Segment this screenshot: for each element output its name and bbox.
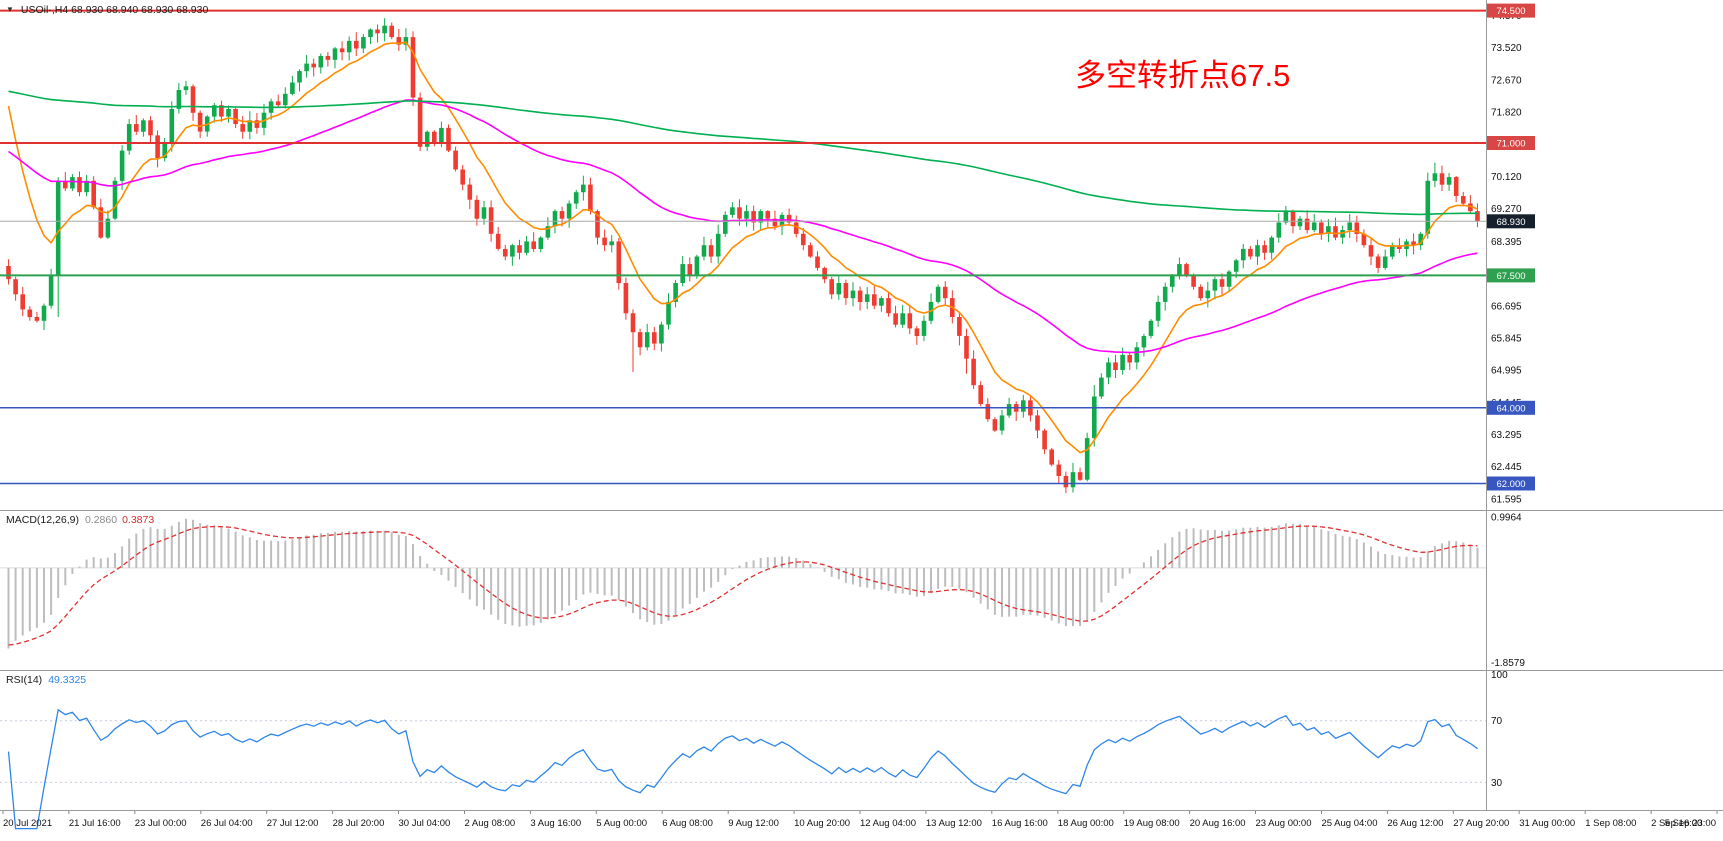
- price-badge-label: 68.930: [1496, 217, 1525, 228]
- price-axis-label: 64.995: [1491, 366, 1522, 377]
- price-badge: [1487, 214, 1535, 229]
- price-badge-label: 74.500: [1496, 6, 1525, 17]
- macd-signal-line: [8, 525, 1478, 646]
- time-axis-label: 12 Aug 04:00: [860, 818, 916, 829]
- time-axis-label: 31 Aug 00:00: [1519, 818, 1575, 829]
- macd-value: 0.2860: [84, 514, 118, 526]
- time-axis-label: 30 Jul 04:00: [399, 818, 451, 829]
- time-axis-label: 28 Jul 20:00: [333, 818, 385, 829]
- macd-signal-value: 0.3873: [122, 514, 155, 526]
- price-axis-label: 65.845: [1491, 334, 1522, 345]
- macd-axis-label: -1.8579: [1491, 658, 1525, 669]
- time-axis[interactable]: [2, 811, 1718, 814]
- macd-axis-label: 0.9964: [1491, 513, 1522, 524]
- time-axis-label: 10 Aug 20:00: [794, 818, 850, 829]
- macd-panel[interactable]: [0, 510, 1486, 670]
- time-axis-label: 20 Aug 16:00: [1190, 818, 1246, 829]
- price-axis-label: 69.270: [1491, 204, 1522, 215]
- macd-indicator-label: MACD(12,26,9) 0.2860 0.3873: [6, 514, 154, 526]
- price-axis-label: 62.445: [1491, 462, 1522, 473]
- price-badge: [1487, 476, 1535, 491]
- time-axis-label: 5 Aug 00:00: [596, 818, 647, 829]
- time-axis-label: 26 Aug 12:00: [1387, 818, 1443, 829]
- time-axis-label: 1 Sep 08:00: [1585, 818, 1636, 829]
- price-badge-label: 71.000: [1496, 139, 1525, 150]
- price-badge: [1487, 268, 1535, 283]
- time-axis-label: 3 Aug 16:00: [530, 818, 581, 829]
- price-axis-label: 71.820: [1491, 107, 1522, 118]
- time-axis-label: 2 Aug 08:00: [465, 818, 516, 829]
- rsi-axis-label: 30: [1491, 778, 1503, 789]
- symbol-ohlc-text: USOil-,H4 68.930 68.940 68.930 68.930: [20, 4, 209, 16]
- ma-medium-line[interactable]: [8, 99, 1478, 354]
- time-axis-label: 9 Aug 12:00: [728, 818, 779, 829]
- price-badge: [1487, 136, 1535, 150]
- price-axis-label: 72.670: [1491, 75, 1522, 86]
- time-axis-label: 23 Jul 00:00: [135, 818, 187, 829]
- price-axis-label: 61.595: [1491, 494, 1522, 505]
- price-axis-label: 73.520: [1491, 43, 1522, 54]
- price-axis[interactable]: [1486, 0, 1723, 841]
- time-axis-label: 27 Jul 12:00: [267, 818, 319, 829]
- time-axis-label: 16 Aug 16:00: [992, 818, 1048, 829]
- time-axis-label: 25 Aug 04:00: [1322, 818, 1378, 829]
- symbol-dropdown-icon[interactable]: ▼: [6, 5, 14, 14]
- macd-name: MACD(12,26,9): [6, 514, 79, 526]
- rsi-axis-label: 100: [1491, 670, 1508, 681]
- time-axis-label: 23 Aug 00:00: [1256, 818, 1312, 829]
- price-badge: [1487, 3, 1535, 18]
- price-badge-label: 64.000: [1496, 403, 1525, 414]
- time-axis-label: 6 Aug 08:00: [662, 818, 713, 829]
- symbol-ohlc-info: ▼ USOil-,H4 68.930 68.940 68.930 68.930: [6, 4, 208, 16]
- chart-annotation-text[interactable]: 多空转折点67.5: [1075, 58, 1291, 93]
- rsi-line: [7, 708, 1478, 830]
- time-axis-label: 5 Sep 23:00: [1665, 818, 1716, 829]
- price-axis-label: 70.120: [1491, 172, 1522, 183]
- time-axis-label: 13 Aug 12:00: [926, 818, 982, 829]
- price-axis-label: 68.395: [1491, 237, 1522, 248]
- rsi-indicator-label: RSI(14) 49.3325: [6, 674, 86, 686]
- price-axis-label: 63.295: [1491, 430, 1522, 441]
- main-chart-panel[interactable]: [0, 0, 1486, 510]
- time-axis-label: 26 Jul 04:00: [201, 818, 253, 829]
- ma-fast-line[interactable]: [7, 41, 1478, 454]
- rsi-axis-label: 70: [1491, 716, 1503, 727]
- ma-slow-line[interactable]: [8, 90, 1478, 216]
- price-badge-label: 62.000: [1496, 479, 1525, 490]
- rsi-name: RSI(14): [6, 674, 43, 686]
- rsi-value: 49.3325: [48, 674, 87, 686]
- time-axis-label: 20 Jul 2021: [3, 818, 52, 829]
- time-axis-label: 18 Aug 00:00: [1058, 818, 1114, 829]
- price-axis-label: 66.695: [1491, 301, 1522, 312]
- time-axis-label: 19 Aug 08:00: [1124, 818, 1180, 829]
- time-axis-label: 2 Sep 16:00: [1651, 818, 1702, 829]
- price-badge-label: 67.500: [1496, 271, 1525, 282]
- price-badge: [1487, 400, 1535, 415]
- time-axis-label: 27 Aug 20:00: [1453, 818, 1509, 829]
- time-axis-label: 21 Jul 16:00: [69, 818, 121, 829]
